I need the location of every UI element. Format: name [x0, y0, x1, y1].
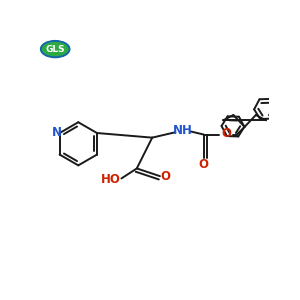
- Text: NH: NH: [173, 124, 193, 137]
- Text: O: O: [199, 158, 209, 171]
- Text: GLS: GLS: [45, 45, 65, 54]
- Text: HO: HO: [101, 173, 121, 187]
- Text: O: O: [160, 169, 170, 183]
- Text: N: N: [52, 126, 62, 139]
- Ellipse shape: [40, 40, 70, 58]
- Text: O: O: [221, 127, 231, 140]
- Ellipse shape: [43, 43, 68, 56]
